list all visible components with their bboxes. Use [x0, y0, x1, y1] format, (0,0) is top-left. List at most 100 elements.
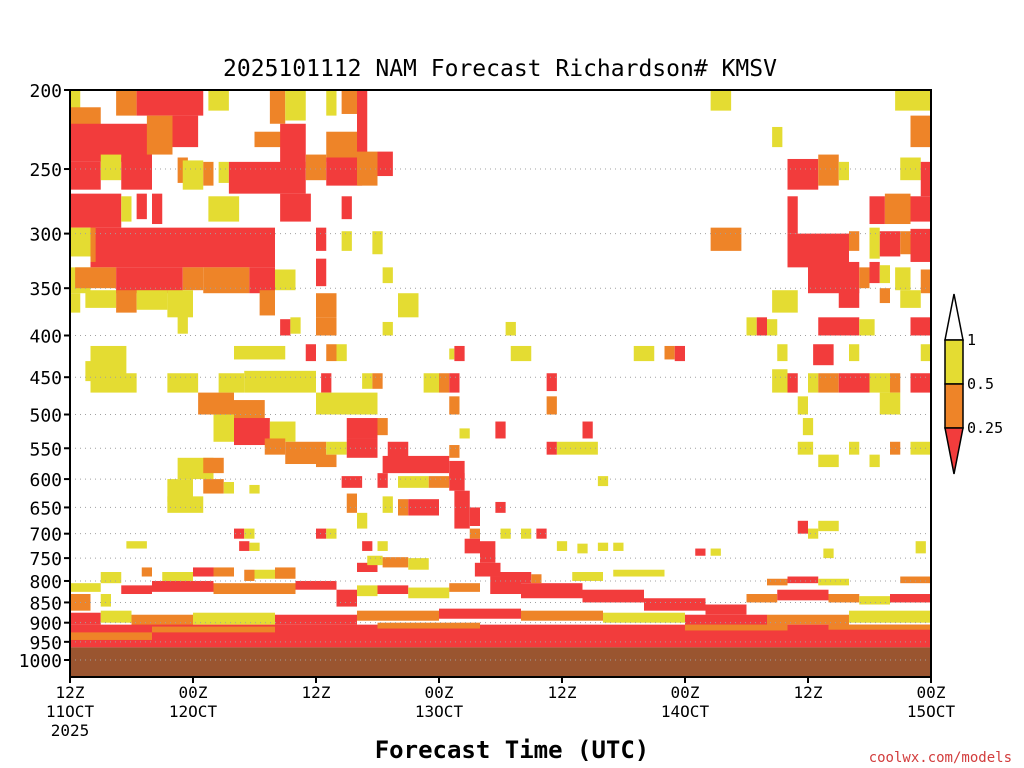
- cell-105: [336, 344, 347, 362]
- cell-222: [275, 567, 296, 579]
- cell-160: [849, 441, 860, 455]
- cell-168: [818, 454, 839, 468]
- cell-248: [490, 576, 521, 595]
- cell-273: [377, 622, 480, 629]
- xtick-label-5-1: 14OCT: [661, 702, 710, 721]
- cell-146: [377, 418, 388, 436]
- xtick-label-7-0: 00Z: [917, 683, 946, 702]
- cell-66: [249, 267, 275, 294]
- xtick-label-3-0: 00Z: [425, 683, 454, 702]
- cell-172: [223, 482, 234, 494]
- cell-41: [208, 196, 240, 222]
- cell-174: [341, 476, 363, 488]
- cell-98: [859, 319, 875, 336]
- cell-239: [121, 585, 152, 595]
- cell-8: [357, 90, 368, 155]
- ytick-label-950: 950: [29, 633, 62, 654]
- cell-200: [126, 541, 147, 549]
- cell-178: [449, 473, 465, 491]
- legend-swatch-orange: [944, 383, 964, 429]
- cell-127: [772, 369, 788, 393]
- cell-185: [454, 490, 470, 529]
- cell-101: [85, 361, 96, 382]
- x-axis-label: Forecast Time (UTC): [375, 736, 650, 764]
- cell-215: [100, 572, 122, 584]
- cell-231: [613, 569, 665, 577]
- cell-225: [382, 557, 409, 568]
- cell-31: [377, 151, 393, 177]
- cell-59: [900, 231, 911, 255]
- cell-166: [382, 455, 450, 474]
- xtick-label-7-1: 15OCT: [907, 702, 956, 721]
- cell-259: [100, 610, 132, 623]
- cell-253: [746, 594, 778, 603]
- cell-58: [879, 231, 901, 257]
- cell-54: [710, 227, 742, 251]
- cell-14: [172, 115, 199, 148]
- cell-177: [428, 476, 450, 488]
- ytick-label-700: 700: [29, 525, 62, 546]
- cell-218: [193, 567, 214, 577]
- xtick-label-0-2: 2025: [51, 721, 90, 740]
- cell-62: [75, 267, 117, 289]
- cell-104: [326, 344, 337, 362]
- cell-95: [756, 317, 767, 336]
- cell-135: [198, 392, 234, 415]
- cell-148: [495, 421, 506, 439]
- cell-209: [597, 542, 609, 551]
- cell-57: [869, 227, 880, 259]
- cell-275: [828, 624, 931, 630]
- cell-186: [469, 507, 480, 527]
- cell-264: [439, 608, 521, 619]
- cell-176: [398, 476, 429, 488]
- cell-224: [367, 555, 383, 566]
- cell-153: [326, 441, 347, 455]
- cell-97: [818, 317, 860, 336]
- cell-72: [869, 261, 880, 284]
- cell-93: [505, 321, 516, 336]
- cell-266: [603, 612, 685, 623]
- cell-173: [249, 484, 260, 494]
- cell-76: [70, 293, 81, 313]
- cell-133: [890, 373, 901, 393]
- legend: 0.25 0.5 1: [944, 293, 1003, 475]
- cell-88: [177, 315, 188, 334]
- cell-84: [772, 290, 798, 313]
- y-axis: 200 250 300 350 400 450 500 550 600 650 700 7508008…: [19, 81, 70, 672]
- cell-125: [449, 373, 460, 393]
- cell-141: [879, 392, 901, 415]
- cell-78: [116, 290, 137, 313]
- cell-155: [387, 441, 409, 458]
- cell-111: [674, 345, 685, 362]
- cell-223: [357, 562, 378, 573]
- cell-96: [767, 319, 778, 336]
- cell-40: [152, 193, 163, 225]
- cell-230: [572, 572, 603, 581]
- cell-128: [787, 373, 798, 393]
- cell-24: [182, 160, 204, 190]
- cell-170: [167, 479, 193, 502]
- ytick-label-200: 200: [29, 81, 62, 102]
- cell-65: [203, 267, 250, 294]
- cell-42: [280, 193, 311, 222]
- cell-201: [239, 541, 250, 551]
- cell-156: [449, 445, 460, 458]
- cell-246: [408, 587, 450, 599]
- legend-label-0_5: 0.5: [967, 375, 994, 393]
- cell-140: [797, 396, 808, 415]
- cell-180: [167, 496, 204, 513]
- cell-118: [218, 373, 245, 393]
- cell-251: [644, 598, 706, 611]
- cell-254: [777, 589, 829, 601]
- cell-137: [316, 392, 378, 415]
- cell-272: [152, 626, 275, 633]
- cell-50: [90, 227, 96, 262]
- legend-label-1: 1: [967, 331, 976, 349]
- cell-151: [264, 438, 286, 455]
- cell-237: [70, 583, 101, 592]
- cell-134: [910, 373, 931, 393]
- cell-213: [823, 548, 834, 559]
- cell-6: [326, 90, 337, 116]
